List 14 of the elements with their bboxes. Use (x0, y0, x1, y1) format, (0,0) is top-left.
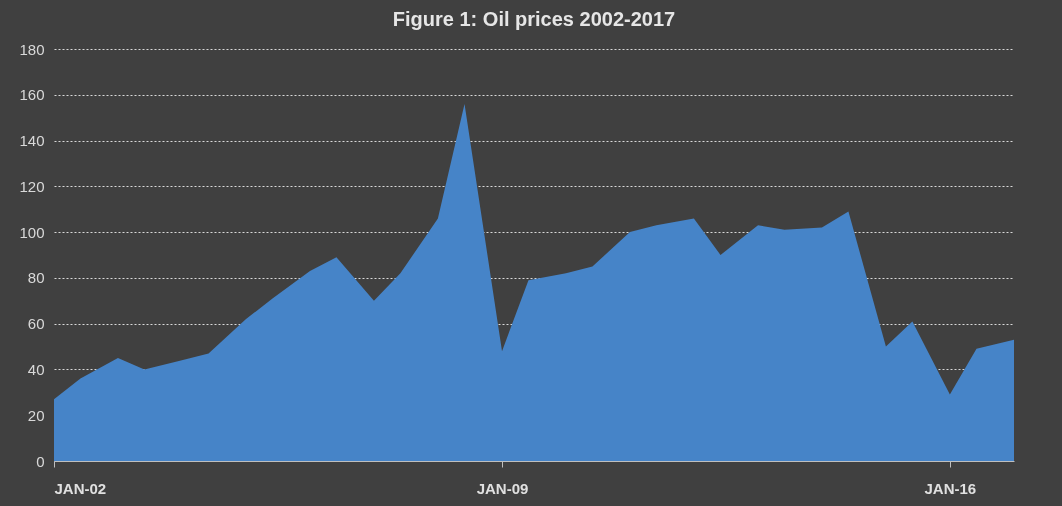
y-tick-label: 140 (19, 132, 45, 150)
y-tick-label: 40 (27, 360, 45, 378)
y-tick-label: 0 (36, 452, 45, 470)
x-tick-label: JAN-16 (924, 479, 977, 497)
y-tick-label: 80 (27, 269, 45, 287)
y-tick-label: 160 (19, 86, 45, 104)
y-tick-label: 60 (27, 315, 45, 333)
y-tick-label: 20 (27, 406, 45, 424)
y-tick-label: 120 (19, 177, 45, 195)
y-tick-label: 100 (19, 223, 45, 241)
x-tick-label: JAN-09 (476, 479, 529, 497)
chart-title: Figure 1: Oil prices 2002-2017 (392, 8, 676, 30)
x-tick-label: JAN-02 (54, 479, 107, 497)
y-tick-label: 180 (19, 40, 45, 58)
